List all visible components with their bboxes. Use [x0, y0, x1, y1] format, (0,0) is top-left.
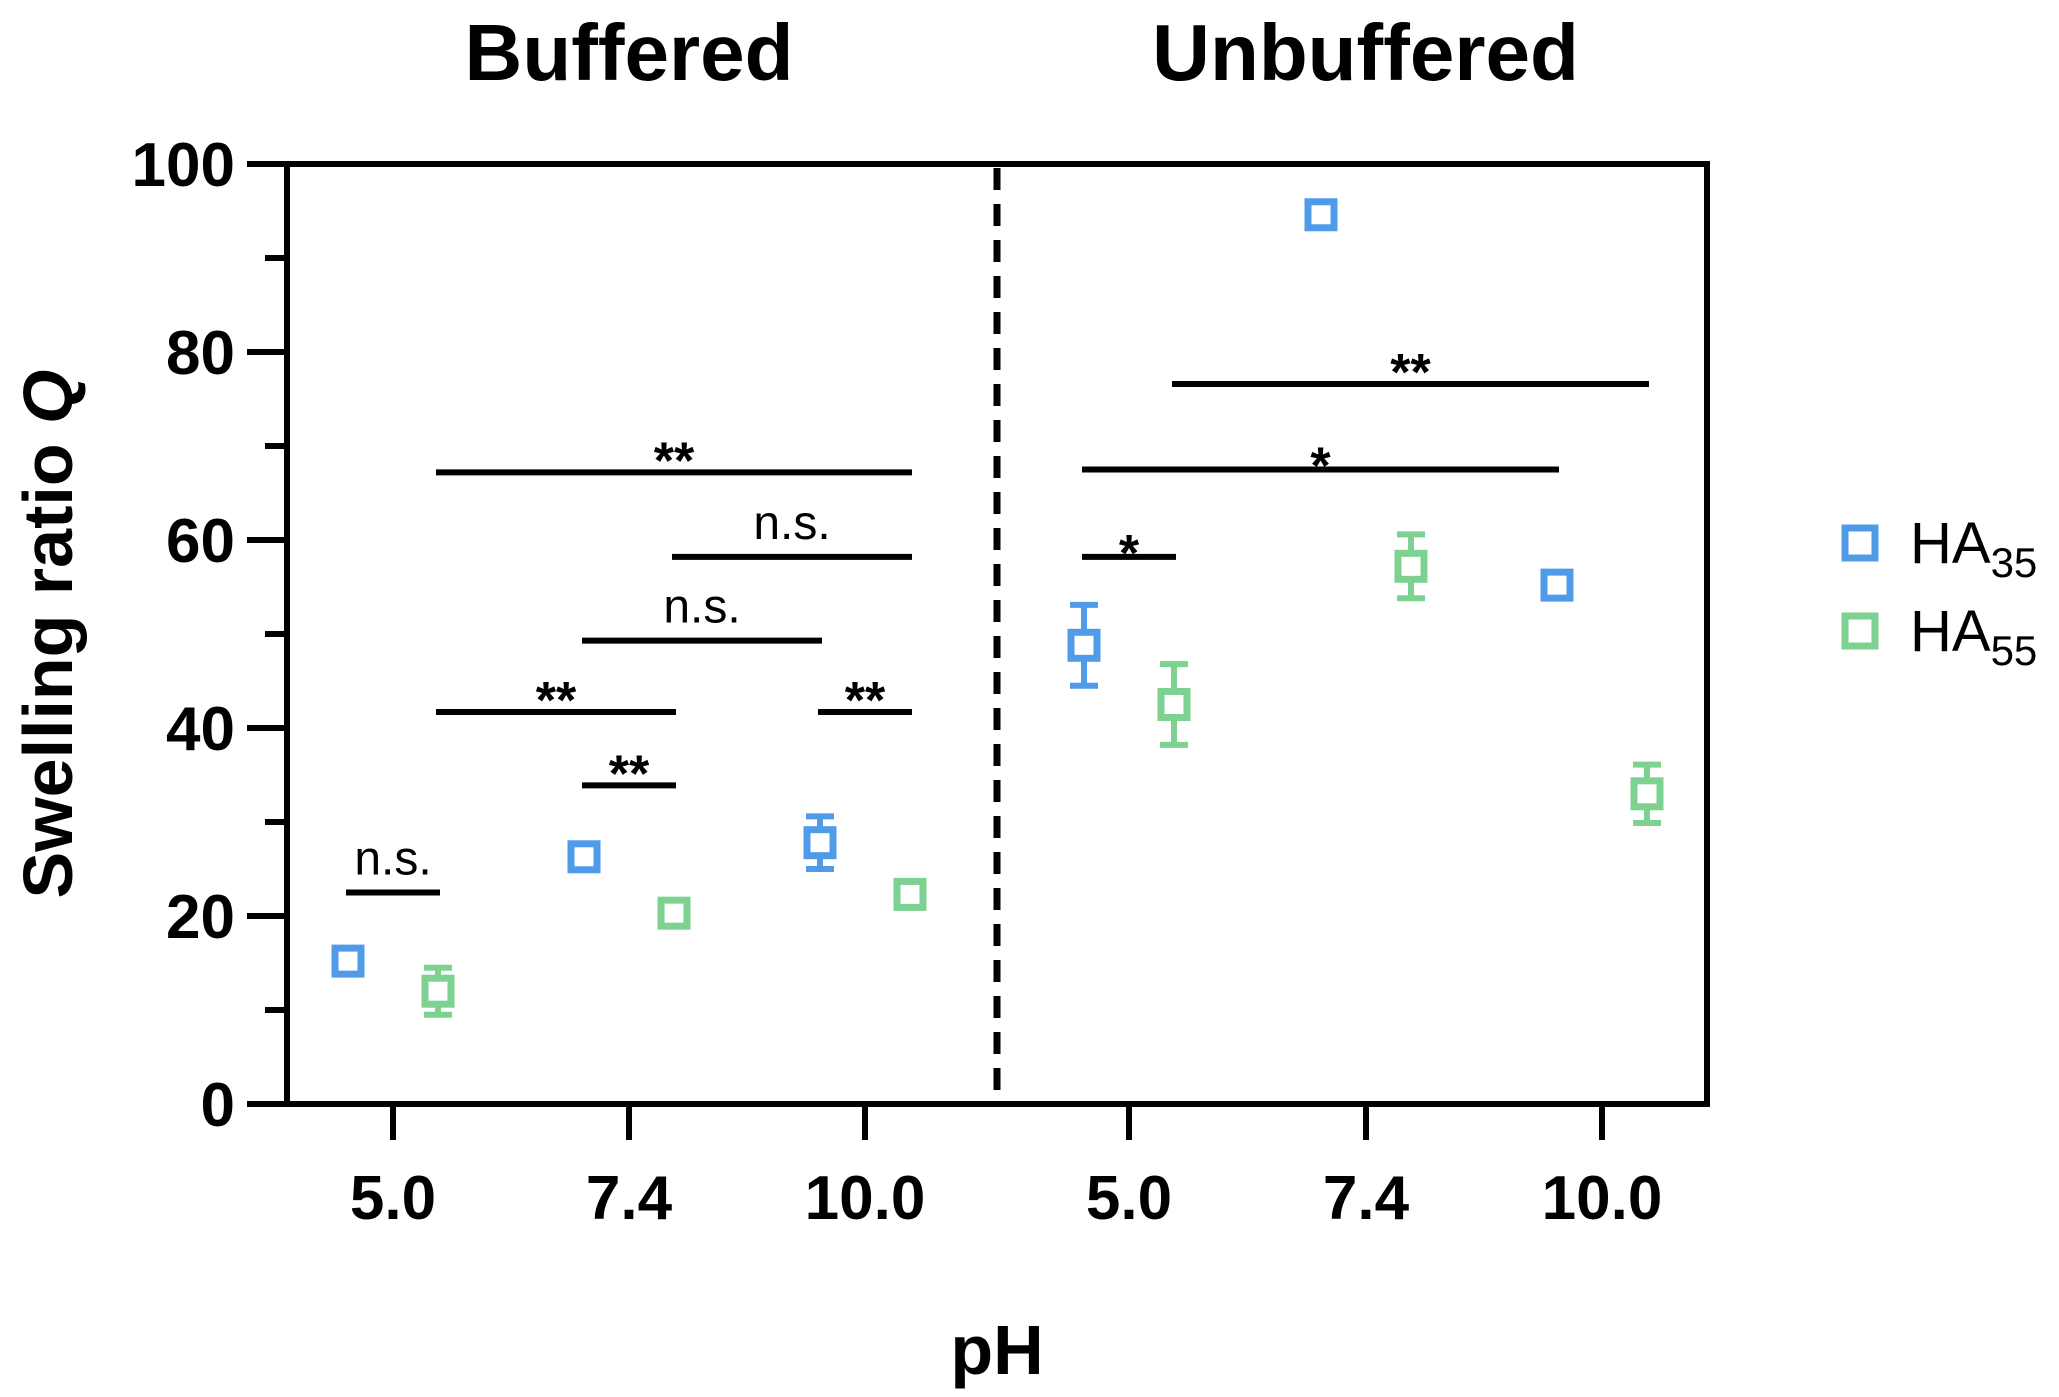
data-point — [1157, 661, 1191, 748]
significance-label: n.s. — [753, 497, 830, 550]
legend-marker — [1841, 524, 1879, 562]
y-tick-label: 60 — [166, 507, 235, 576]
point-marker — [893, 877, 927, 911]
data-point — [567, 840, 601, 874]
data-points — [331, 198, 1664, 1018]
x-tick-label: 7.4 — [586, 1164, 673, 1233]
significance-annotations: n.s.**** **n.s.n.s.****** — [346, 344, 1649, 896]
axes-layer: 0 20 40 60 80 100 5.0 7.4 10.0 Buffered 5.0 7.4 10.0… — [9, 8, 1710, 1389]
significance-label: ** — [845, 672, 886, 730]
data-point — [803, 813, 837, 872]
x-axis-label: pH — [950, 1311, 1043, 1389]
y-tick-label: 20 — [166, 883, 235, 952]
panel-title: Unbuffered — [1152, 8, 1579, 97]
point-marker — [331, 944, 365, 978]
significance-label: ** — [609, 745, 650, 803]
x-tick-label: 7.4 — [1323, 1164, 1410, 1233]
data-point — [657, 896, 691, 930]
legend-label: HA55 — [1910, 599, 2037, 674]
y-tick-label: 0 — [201, 1071, 235, 1140]
data-point — [1394, 531, 1428, 602]
y-axis-label: Swelling ratio Q — [9, 370, 87, 899]
y-tick-label: 40 — [166, 695, 235, 764]
legend-label: HA35 — [1910, 511, 2037, 586]
point-marker — [421, 974, 455, 1008]
point-marker — [1304, 198, 1338, 232]
data-point — [421, 964, 455, 1018]
legend-marker — [1841, 612, 1879, 650]
y-tick-label: 100 — [132, 131, 235, 200]
x-tick-label: 10.0 — [1542, 1164, 1663, 1233]
y-axis-label-italic: Q — [9, 370, 87, 424]
point-marker — [1394, 549, 1428, 583]
data-point — [1540, 568, 1574, 602]
data-point — [1304, 198, 1338, 232]
significance-label: ** — [654, 432, 695, 490]
point-marker — [567, 840, 601, 874]
legend-entry: HA35 — [1841, 511, 2037, 586]
legend-entry: HA55 — [1841, 599, 2037, 674]
x-tick-label: 5.0 — [1086, 1164, 1172, 1233]
significance-label: ** — [536, 672, 577, 730]
legend-label-main: HA — [1910, 599, 1991, 664]
x-tick-label: 5.0 — [350, 1164, 436, 1233]
y-tick-label: 80 — [166, 319, 235, 388]
significance-label: * — [1310, 438, 1331, 496]
point-marker — [1067, 628, 1101, 662]
point-marker — [1157, 688, 1191, 721]
significance-label: n.s. — [354, 833, 431, 886]
data-point — [893, 877, 927, 911]
data-point — [1067, 601, 1101, 689]
y-axis-label-text: Swelling ratio — [9, 424, 87, 899]
significance-label: ** — [1390, 344, 1431, 402]
point-marker — [657, 896, 691, 930]
x-tick-label: 10.0 — [805, 1164, 926, 1233]
point-marker — [1540, 568, 1574, 602]
legend-label-sub: 35 — [1991, 539, 2038, 586]
data-point — [1630, 761, 1664, 826]
significance-label: * — [1119, 525, 1140, 583]
point-marker — [1630, 777, 1664, 811]
significance-label: n.s. — [663, 581, 740, 634]
data-point — [331, 944, 365, 978]
legend-label-main: HA — [1910, 511, 1991, 576]
panel-title: Buffered — [465, 8, 794, 97]
legend-label-sub: 55 — [1991, 627, 2038, 674]
point-marker — [803, 826, 837, 860]
